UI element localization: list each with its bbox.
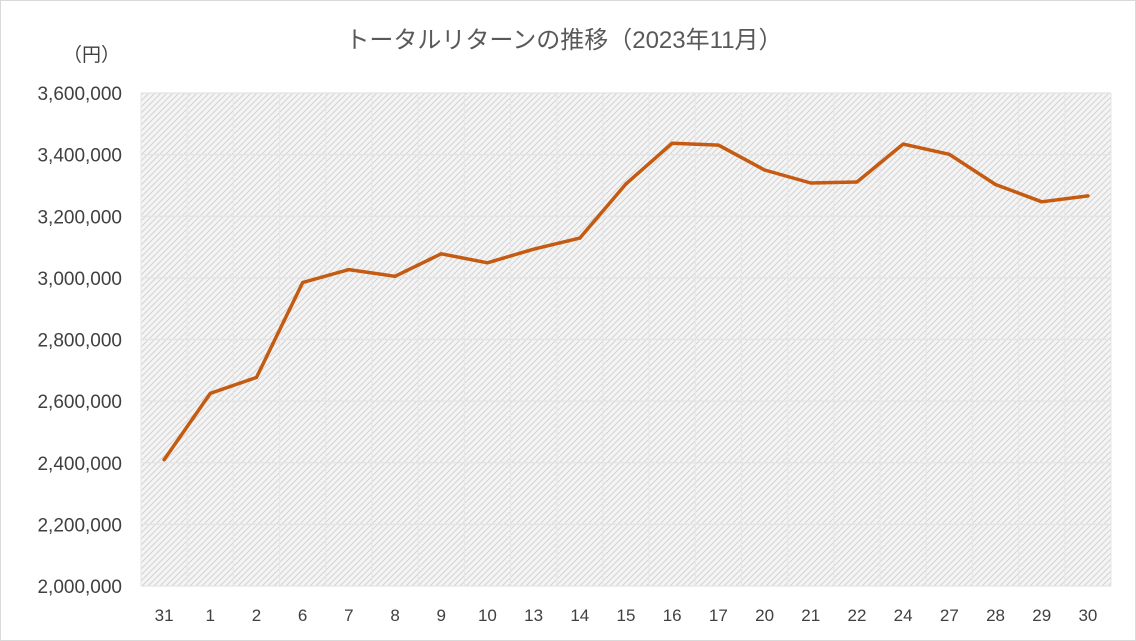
data-point	[947, 152, 951, 156]
x-tick-label: 7	[344, 606, 353, 625]
x-tick-label: 24	[894, 606, 913, 625]
x-tick-label: 9	[437, 606, 446, 625]
data-point	[993, 182, 998, 187]
data-point	[901, 142, 905, 146]
data-point	[578, 236, 582, 240]
y-tick-label: 2,200,000	[37, 515, 122, 536]
x-tick-label: 13	[524, 606, 543, 625]
data-point	[716, 143, 720, 147]
x-tick-label: 15	[617, 606, 636, 625]
gridlines	[140, 92, 1112, 587]
data-point	[1086, 194, 1090, 198]
data-point	[762, 168, 767, 172]
data-point	[670, 141, 674, 145]
x-tick-label: 17	[709, 606, 728, 625]
x-tick-label: 31	[155, 606, 174, 625]
data-point	[855, 180, 859, 184]
x-tick-label: 6	[298, 606, 307, 625]
data-point	[301, 280, 305, 285]
x-tick-label: 8	[390, 606, 399, 625]
x-tick-label: 27	[940, 606, 959, 625]
y-tick-label: 3,000,000	[37, 269, 122, 290]
y-tick-label: 2,400,000	[37, 454, 122, 475]
data-point	[254, 375, 259, 379]
x-tick-label: 21	[801, 606, 820, 625]
data-point	[393, 274, 397, 278]
data-point	[439, 252, 443, 256]
x-tick-label: 20	[755, 606, 774, 625]
chart-title: トータルリターンの推移（2023年11月）	[345, 27, 782, 54]
y-tick-label: 2,800,000	[37, 331, 122, 352]
y-tick-label: 3,400,000	[37, 146, 122, 167]
series-layer	[162, 141, 1090, 462]
x-tick-label: 29	[1032, 606, 1051, 625]
data-point	[347, 267, 351, 272]
x-tick-label: 1	[206, 606, 215, 625]
y-axis-unit-label: （円）	[63, 44, 120, 66]
y-tick-label: 2,600,000	[37, 392, 122, 413]
x-tick-label: 14	[570, 606, 589, 625]
data-point	[485, 261, 490, 265]
data-point	[809, 181, 813, 185]
data-point	[624, 182, 628, 186]
x-tick-label: 30	[1078, 606, 1097, 625]
y-tick-label: 2,000,000	[37, 577, 122, 598]
x-tick-label: 2	[252, 606, 261, 625]
y-axis-ticks: 2,000,000 2,200,000 2,400,000 2,600,000 2,80…	[37, 84, 122, 598]
x-axis-ticks: 31 1 2 6 7 8 9 10 13 14 15 16 17 20 21 22 24 27 28 29 30	[155, 606, 1098, 625]
data-point	[162, 458, 166, 462]
x-tick-label: 28	[986, 606, 1005, 625]
x-tick-label: 16	[663, 606, 682, 625]
data-point	[1040, 200, 1044, 204]
data-point	[208, 391, 212, 396]
x-tick-label: 10	[478, 606, 497, 625]
y-tick-label: 3,200,000	[37, 207, 122, 228]
data-point	[532, 247, 536, 251]
x-tick-label: 22	[847, 606, 866, 625]
y-tick-label: 3,600,000	[37, 84, 122, 105]
